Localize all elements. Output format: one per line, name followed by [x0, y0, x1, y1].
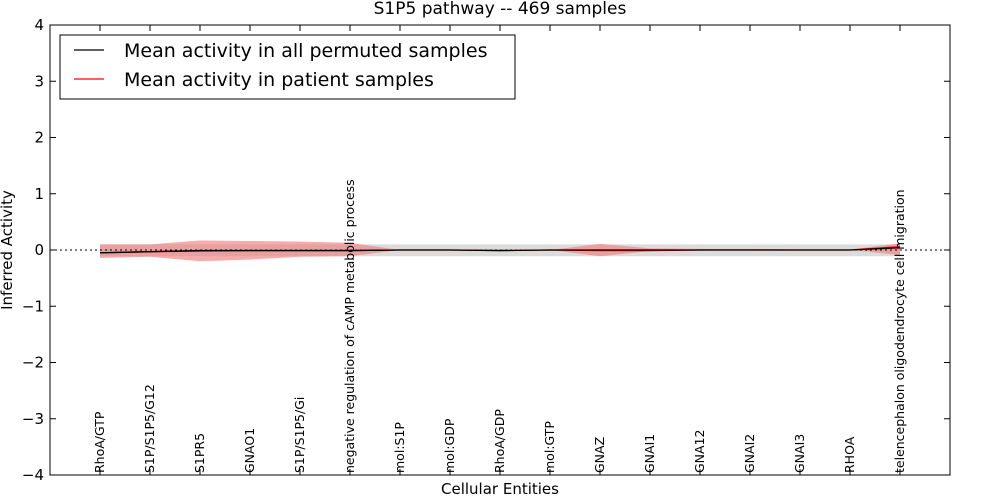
- x-category-label: telencephalon oligodendrocyte cell migra…: [892, 189, 907, 473]
- band-patient: [100, 240, 900, 262]
- chart-title: S1P5 pathway -- 469 samples: [374, 0, 627, 19]
- x-category-label: GNAI2: [742, 434, 757, 473]
- x-category-label: GNAZ: [592, 437, 607, 473]
- x-category-label: RhoA/GDP: [492, 409, 507, 473]
- x-category-label: GNAO1: [242, 428, 257, 473]
- legend: Mean activity in all permuted samples Me…: [59, 34, 516, 100]
- y-axis-label: Inferred Activity: [0, 190, 16, 310]
- y-tick-label: 1: [34, 185, 44, 203]
- x-axis-label: Cellular Entities: [441, 480, 559, 498]
- x-category-label: S1P/S1P5/Gi: [292, 397, 307, 473]
- y-tick-label: −2: [22, 354, 44, 372]
- x-category-label: GNA12: [692, 430, 707, 474]
- legend-label-permuted: Mean activity in all permuted samples: [124, 40, 487, 62]
- y-tick-label: 2: [34, 129, 44, 147]
- x-category-label: mol:GTP: [542, 421, 557, 473]
- y-tick-label: 3: [34, 72, 44, 90]
- series-lines: [99, 245, 901, 254]
- x-category-label: GNAI3: [792, 434, 807, 473]
- series-line-permuted: [99, 247, 901, 254]
- y-tick-label: −4: [22, 466, 44, 484]
- y-tick-label: −3: [22, 410, 44, 428]
- y-tick-label: 4: [34, 16, 44, 34]
- y-tick-label: −1: [22, 297, 44, 315]
- x-category-label: mol:GDP: [442, 418, 457, 473]
- x-category-label: RhoA/GTP: [92, 411, 107, 473]
- legend-label-patient: Mean activity in patient samples: [124, 69, 434, 91]
- x-category-label: negative regulation of cAMP metabolic pr…: [342, 179, 357, 473]
- x-category-label: mol:S1P: [392, 422, 407, 473]
- y-tick-label: 0: [34, 241, 44, 259]
- x-category-label: GNAI1: [642, 434, 657, 473]
- x-category-label: S1P/S1P5/G12: [142, 384, 157, 473]
- y-axis-ticks: −4 −3 −2 −1 0 1 2 3 4: [22, 16, 950, 484]
- x-category-label: S1PR5: [192, 433, 207, 473]
- legend-frame: [59, 34, 516, 100]
- x-category-label: RHOA: [842, 436, 857, 473]
- x-axis-category-labels: RhoA/GTP S1P/S1P5/G12 S1PR5 GNAO1 S1P/S1P5/G…: [92, 25, 907, 475]
